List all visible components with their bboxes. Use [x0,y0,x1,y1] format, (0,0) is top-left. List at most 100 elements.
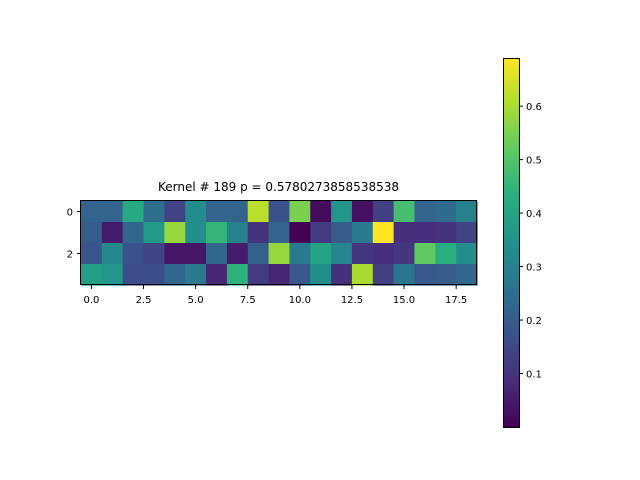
heatmap-cell [226,243,249,265]
heatmap-cell [393,201,416,223]
x-tick-label: 7.5 [240,295,256,306]
heatmap-cell [393,243,416,265]
heatmap-cell [143,264,165,286]
heatmap-cell [289,222,311,244]
heatmap-cell [351,201,374,223]
heatmap-cell [331,264,353,286]
y-tick-label: 0 [67,208,73,219]
heatmap-cell [310,201,332,223]
heatmap-cell [143,222,165,244]
heatmap-cell [206,264,228,286]
colorbar [503,58,519,427]
heatmap-cell [331,243,353,265]
heatmap-cell [268,264,291,286]
heatmap-cell [247,264,270,286]
heatmap-cell [414,222,436,244]
heatmap-cell [122,243,145,265]
heatmap-cell [414,243,436,265]
y-tick-label: 2 [67,250,73,261]
heatmap-cell [101,243,124,265]
x-tick-label: 15.0 [393,295,415,306]
heatmap-cell [393,222,416,244]
x-tick-label: 12.5 [341,295,363,306]
x-tick-label: 5.0 [188,295,204,306]
heatmap-cell [435,201,457,223]
heatmap-cell [164,201,186,223]
heatmap-frame [80,200,477,285]
x-tick-label: 17.5 [445,295,467,306]
heatmap-cell [185,222,207,244]
heatmap-cell [372,201,395,223]
x-tick-label: 0.0 [83,295,99,306]
heatmap-cell [206,222,228,244]
colorbar-frame [503,58,520,428]
heatmap-cell [310,264,332,286]
colorbar-axis: 0.1 0.2 0.3 0.4 0.5 0.6 [519,102,542,381]
heatmap-cell [393,264,416,286]
heatmap-cell [122,264,145,286]
heatmap-cell [456,201,478,223]
heatmap-cell [456,243,478,265]
heatmap-cell [164,243,186,265]
heatmap-cell [247,201,270,223]
heatmap-cell [268,222,291,244]
heatmap-cell [226,264,249,286]
heatmap-cell [185,243,207,265]
heatmap-cell [247,243,270,265]
heatmap-cell [435,264,457,286]
chart-title: Kernel # 189 p = 0.5780273858538538 [158,180,399,194]
heatmap-cell [122,201,145,223]
heatmap-cell [268,243,291,265]
heatmap-cell [351,264,374,286]
colorbar-tick-label: 0.2 [526,316,542,327]
heatmap-cell [185,264,207,286]
heatmap-cell [143,201,165,223]
heatmap-cell [268,201,291,223]
heatmap-cell [206,201,228,223]
heatmap-cell [331,222,353,244]
colorbar-tick-label: 0.3 [526,263,542,274]
colorbar-tick-label: 0.1 [526,370,542,381]
heatmap-cell [164,264,186,286]
heatmap-cell [122,222,145,244]
heatmap-cell [164,222,186,244]
heatmap-cell [101,201,124,223]
heatmap-cell [414,201,436,223]
x-tick-label: 10.0 [289,295,311,306]
heatmap-cell [247,222,270,244]
colorbar-tick-label: 0.5 [526,156,542,167]
heatmap-cell [185,201,207,223]
heatmap-cell [101,222,124,244]
y-axis: 02 [67,208,81,261]
heatmap-cell [289,201,311,223]
heatmap-cell [206,243,228,265]
heatmap-cell [81,222,103,244]
colorbar-tick-label: 0.4 [526,209,542,220]
heatmap-cell [81,201,103,223]
x-axis: 0.0 2.5 5.0 7.5 10.0 12.5 15.0 17.5 [83,285,467,306]
heatmap-cell [81,264,103,286]
heatmap-cell [372,264,395,286]
heatmap-cell [143,243,165,265]
colorbar-tick-label: 0.6 [526,102,542,113]
heatmap-cell [310,243,332,265]
heatmap-cell [101,264,124,286]
heatmap-cell [372,222,395,244]
heatmap-cell [226,222,249,244]
heatmap-cell [81,243,103,265]
heatmap-cell [435,243,457,265]
heatmap-cell [310,222,332,244]
heatmap-cell [456,264,478,286]
heatmap-cell [289,264,311,286]
heatmap-cell [372,243,395,265]
heatmap-cell [456,222,478,244]
heatmap-cell [351,243,374,265]
heatmap-cell [414,264,436,286]
heatmap [81,201,478,286]
heatmap-cell [331,201,353,223]
heatmap-cell [289,243,311,265]
heatmap-cell [351,222,374,244]
heatmap-cell [435,222,457,244]
x-tick-label: 2.5 [136,295,152,306]
